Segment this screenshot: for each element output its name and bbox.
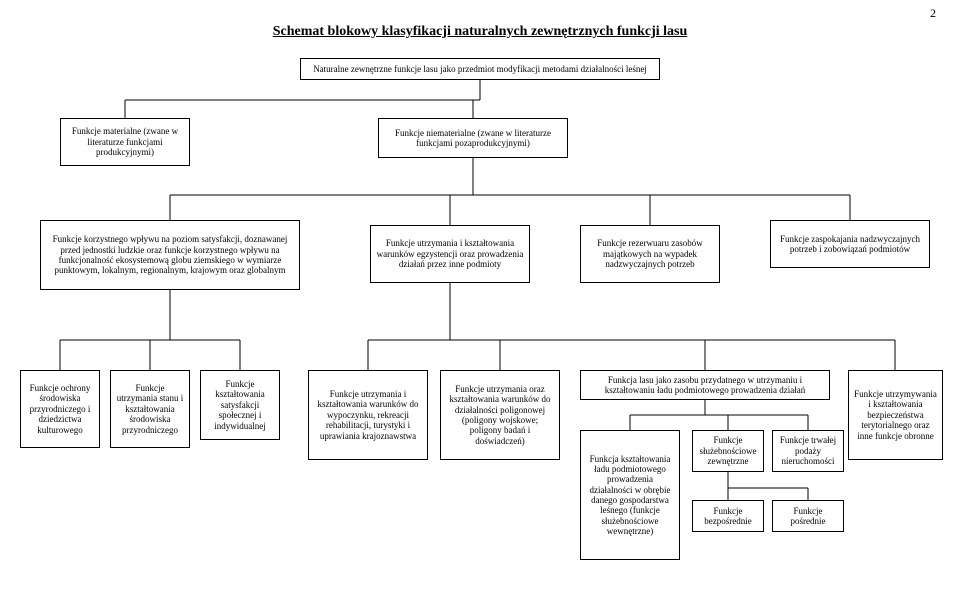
node-l2-c: Funkcje rezerwuaru zasobów majątkowych n… [580,225,720,283]
node-l1-a: Funkcje materialne (zwane w literaturze … [60,118,190,166]
node-l2-a: Funkcje korzystnego wpływu na poziom sat… [40,220,300,290]
node-l1-b: Funkcje niematerialne (zwane w literatur… [378,118,568,158]
node-l4-5: Funkcje pośrednie [772,500,844,532]
diagram-title: Schemat blokowy klasyfikacji naturalnych… [273,24,688,40]
node-l4-2: Funkcje służebnościowe zewnętrzne [692,430,764,472]
node-l4-1: Funkcja kształtowania ładu podmiotowego … [580,430,680,560]
node-root: Naturalne zewnętrzne funkcje lasu jako p… [300,58,660,80]
node-l3-4: Funkcje utrzymania i kształtowania warun… [308,370,428,460]
node-l3-5: Funkcje utrzymania oraz kształtowania wa… [440,370,560,460]
node-l4-3: Funkcje trwałej podaży nieruchomości [772,430,844,472]
node-l3-3: Funkcje kształtowania satysfakcji społec… [200,370,280,440]
node-l3-6: Funkcja lasu jako zasobu przydatnego w u… [580,370,830,400]
node-l3-2: Funkcje utrzymania stanu i kształtowania… [110,370,190,448]
page-number: 2 [930,6,936,21]
node-l2-d: Funkcje zaspokajania nadzwyczajnych potr… [770,220,930,268]
node-l4-4: Funkcje bezpośrednie [692,500,764,532]
node-l2-b: Funkcje utrzymania i kształtowania warun… [370,225,530,283]
node-l3-1: Funkcje ochrony środowiska przyrodniczeg… [20,370,100,448]
node-l3-7: Funkcje utrzymywania i kształtowania bez… [848,370,943,460]
